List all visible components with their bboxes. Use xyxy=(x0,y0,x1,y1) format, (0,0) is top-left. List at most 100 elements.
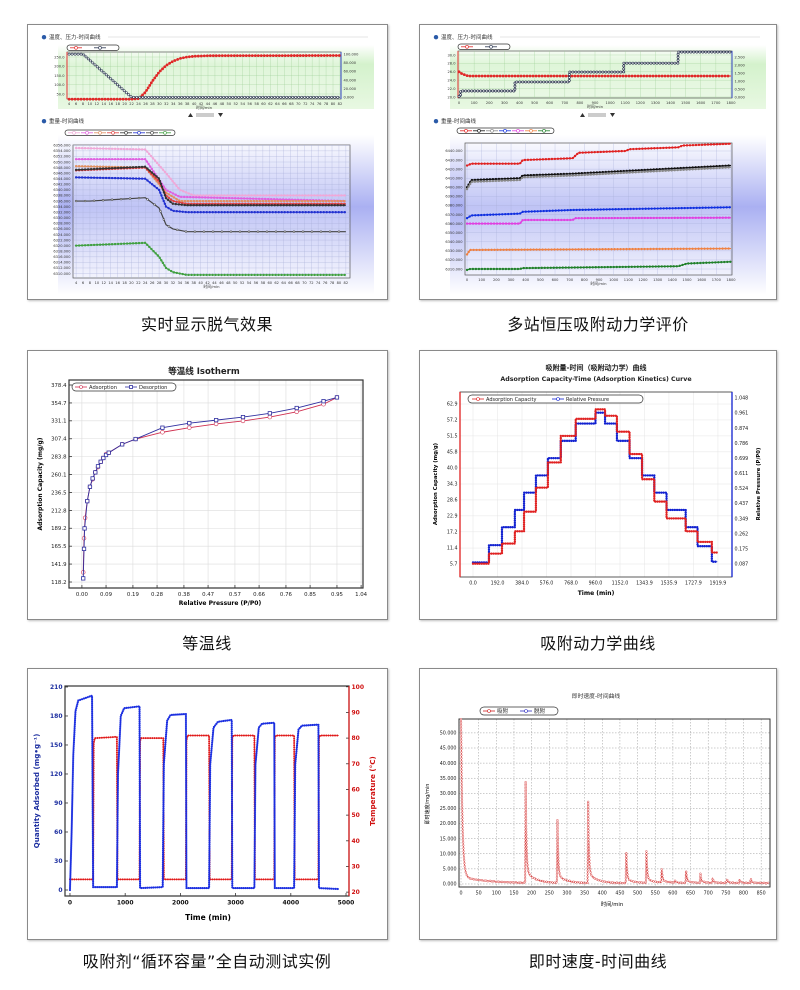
pressure-point xyxy=(210,95,214,99)
weight-series-5-point xyxy=(498,222,502,225)
quantity-adsorbed-point xyxy=(273,760,276,764)
weight-series-8-point xyxy=(343,273,346,277)
temperature-point xyxy=(79,878,82,881)
quantity-adsorbed-point xyxy=(184,726,188,730)
scroll-down-icon[interactable] xyxy=(610,113,615,117)
temperature-point xyxy=(146,737,149,740)
weight-series-7-point xyxy=(489,267,493,271)
quantity-adsorbed-point xyxy=(162,763,165,766)
weight-series-5-point xyxy=(634,216,638,220)
adsorption-capacity-point xyxy=(629,452,632,456)
quantity-adsorbed-point xyxy=(334,887,337,890)
weight-series-1-point xyxy=(328,194,331,197)
pressure-point xyxy=(568,70,572,74)
weight-series-4-point xyxy=(575,208,578,212)
quantity-adsorbed-point xyxy=(184,728,188,732)
weight-series-6-point xyxy=(547,248,550,251)
pressure-point xyxy=(122,89,126,93)
quantity-adsorbed-point xyxy=(116,799,119,802)
weight-series-8-point xyxy=(143,241,147,245)
weight-series-4-point xyxy=(719,206,722,209)
adsorption-rate-point xyxy=(460,736,463,739)
weight-series-6-point xyxy=(568,248,571,251)
adsorption-capacity-point xyxy=(514,530,517,533)
weight-series-2-point xyxy=(164,187,167,191)
weight-series-1-point xyxy=(709,143,713,146)
x-tick-label: 2000 xyxy=(172,900,189,907)
weight-series-6-point xyxy=(157,188,161,192)
quantity-adsorbed-point xyxy=(138,848,142,851)
adsorption-capacity-point xyxy=(640,456,644,459)
relative-pressure-point xyxy=(703,545,706,548)
quantity-adsorbed-point xyxy=(138,754,141,757)
weight-series-3-point xyxy=(228,199,232,203)
temperature-point xyxy=(236,734,239,737)
x-tick-label: 58 xyxy=(261,281,266,285)
weight-series-2-point xyxy=(266,197,270,201)
quantity-adsorbed-point xyxy=(254,773,257,777)
quantity-adsorbed-point xyxy=(117,753,121,756)
station-7-legend-point xyxy=(542,129,546,133)
relative-pressure-point xyxy=(565,439,569,443)
weight-series-7-point xyxy=(477,267,481,271)
quantity-adsorbed-point xyxy=(138,720,141,723)
pressure-point xyxy=(132,95,136,99)
quantity-adsorbed-point xyxy=(73,724,76,728)
y-tick-label: 30.000 xyxy=(440,791,457,797)
quantity-adsorbed-point xyxy=(163,755,166,758)
y-tick-label: 34.3 xyxy=(447,482,458,488)
weight-series-5-point xyxy=(706,216,710,219)
x-tick-label: 72 xyxy=(309,281,314,285)
quantity-adsorbed-point xyxy=(293,866,296,869)
temperature-point xyxy=(295,878,298,881)
weight-series-5-point xyxy=(279,204,282,207)
quantity-adsorbed-point xyxy=(208,857,211,860)
relative-pressure-point xyxy=(547,456,551,460)
pressure-point xyxy=(676,52,680,56)
quantity-adsorbed-point xyxy=(273,850,276,854)
weight-series-5-point xyxy=(471,222,475,225)
scroll-up-icon[interactable] xyxy=(188,113,193,117)
quantity-adsorbed-point xyxy=(273,812,276,816)
scroll-up-icon[interactable] xyxy=(580,113,585,117)
temperature-point xyxy=(642,74,646,78)
weight-series-3-point xyxy=(565,174,569,177)
quantity-adsorbed-point xyxy=(163,759,166,762)
quantity-adsorbed-point xyxy=(138,716,141,719)
quantity-adsorbed-point xyxy=(169,714,172,717)
weight-series-3-point xyxy=(547,175,551,178)
weight-series-4-point xyxy=(626,207,629,211)
weight-series-1-point xyxy=(226,194,229,197)
quantity-adsorbed-point xyxy=(230,736,233,739)
weight-series-3-point xyxy=(613,172,616,175)
quantity-adsorbed-point xyxy=(295,752,298,755)
quantity-adsorbed-point xyxy=(91,783,94,787)
temperature-point xyxy=(337,54,341,57)
weight-series-4-point xyxy=(623,207,626,211)
weight-series-5-point xyxy=(116,166,120,170)
temperature-point xyxy=(171,878,174,881)
pressure-point xyxy=(574,70,578,74)
weight-series-3-point xyxy=(631,171,634,174)
pressure-point xyxy=(689,50,693,54)
quantity-adsorbed-point xyxy=(317,877,321,880)
adsorption-capacity-point xyxy=(522,521,526,524)
scroll-down-icon[interactable] xyxy=(218,113,223,117)
weight-series-2-point xyxy=(263,197,267,201)
quantity-adsorbed-point xyxy=(256,735,260,739)
quantity-adsorbed-point xyxy=(91,843,95,847)
weight-series-4-point xyxy=(614,208,617,211)
weight-series-6-point xyxy=(721,247,724,250)
temperature-point xyxy=(151,78,155,82)
quantity-adsorbed-point xyxy=(162,787,165,790)
weight-series-1-point xyxy=(193,194,196,197)
y2-tick-label: 0.500 xyxy=(735,87,746,91)
quantity-adsorbed-point xyxy=(69,878,72,882)
weight-series-7-point xyxy=(726,260,729,264)
quantity-adsorbed-point xyxy=(71,780,74,784)
quantity-adsorbed-point xyxy=(138,718,141,721)
adsorption-capacity-point xyxy=(653,494,656,498)
weight-series-3-point xyxy=(673,169,676,172)
relative-pressure-point xyxy=(534,478,538,482)
quantity-adsorbed-point xyxy=(317,823,320,826)
